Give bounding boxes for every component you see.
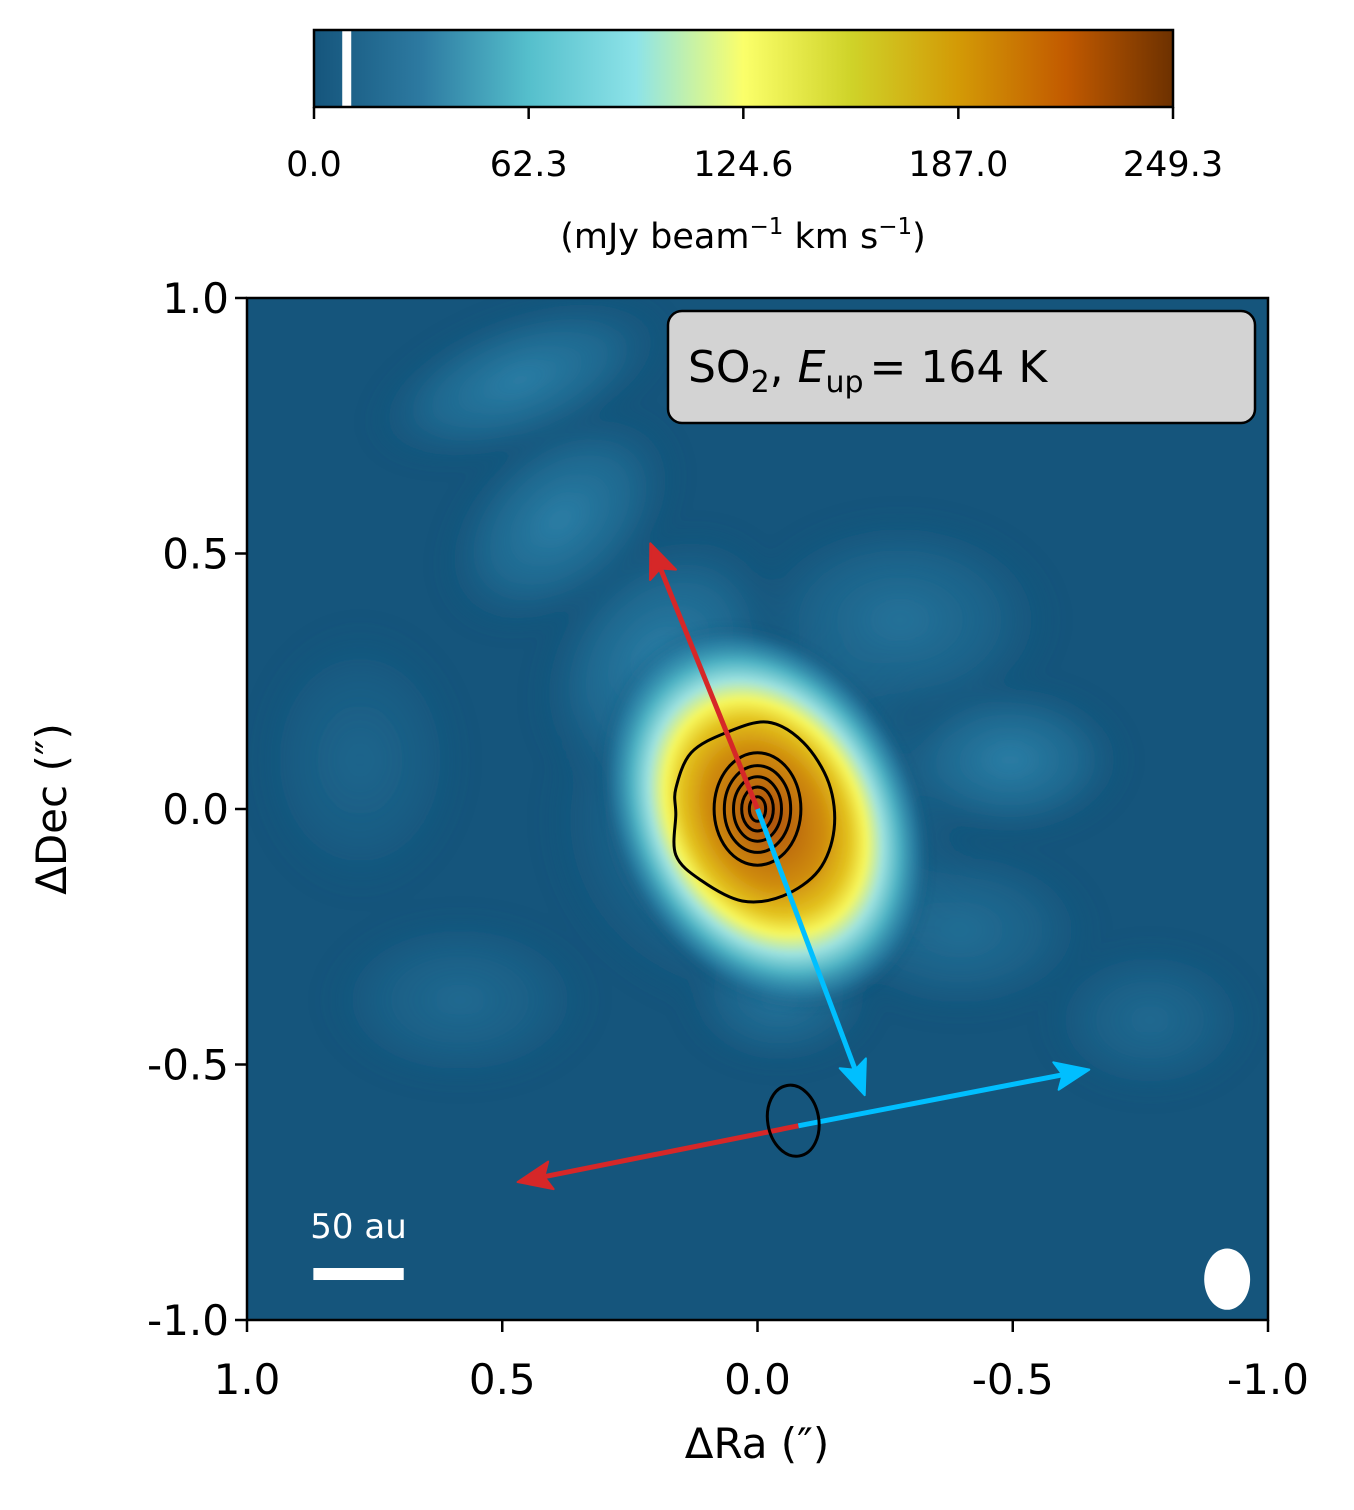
x-tick-label: 1.0 <box>214 1355 281 1404</box>
colorbar-tick-label: 62.3 <box>490 145 568 185</box>
y-tick-label: -0.5 <box>147 1041 229 1090</box>
disk-blue-head <box>1052 1061 1091 1091</box>
colorbar-tick-label: 187.0 <box>908 145 1008 185</box>
scale-bar-line <box>313 1268 404 1281</box>
disk-red-shaft <box>543 1123 799 1180</box>
y-axis-label: ΔDec (″) <box>27 723 76 895</box>
x-axis-ticks: 1.0 0.5 0.0 -0.5 -1.0 <box>214 1320 1309 1404</box>
x-tick-label: 0.5 <box>469 1355 536 1404</box>
contour-level <box>740 785 775 833</box>
outflow-blue-shaft <box>755 808 858 1071</box>
y-tick-label: 0.0 <box>162 785 229 834</box>
outflow-red-shaft <box>658 567 760 810</box>
colorbar-ramp <box>314 30 1173 107</box>
outflow-blue-head <box>838 1057 867 1097</box>
colorbar-ticks: 0.0 62.3 124.6 187.0 249.3 <box>286 107 1223 185</box>
colorbar-tick-label: 249.3 <box>1123 145 1223 185</box>
arrows <box>516 542 1091 1191</box>
disk-red-head <box>516 1160 555 1191</box>
label-box: SO2, Eup = 164 K <box>666 309 1257 425</box>
colorbar-tick-label: 124.6 <box>693 145 793 185</box>
emission-core <box>598 621 933 1013</box>
label-box-frame <box>666 309 1257 425</box>
contour-level <box>732 775 783 843</box>
x-tick-label: 0.0 <box>724 1355 791 1404</box>
outflow-red-arrow <box>649 542 760 810</box>
y-tick-label: 1.0 <box>162 274 229 323</box>
contour-level <box>722 764 793 854</box>
beam-ellipse <box>1204 1248 1251 1310</box>
outflow-blue-arrow <box>755 808 867 1097</box>
y-axis-ticks: 1.0 0.5 0.0 -0.5 -1.0 <box>147 274 247 1345</box>
x-axis-label: ΔRa (″) <box>685 1419 830 1468</box>
contour-level <box>712 751 803 867</box>
source-ellipse <box>765 1083 821 1158</box>
scale-bar: 50 au <box>310 1207 407 1281</box>
disk-red-arrow <box>516 1123 799 1191</box>
disk-blue-shaft <box>797 1072 1064 1129</box>
contour-level <box>672 720 837 904</box>
disk-blue-arrow <box>797 1061 1091 1129</box>
map-panel: 50 au SO2, Eup = 164 K 1.0 0.5 0.0 -0.5 -1.0 … <box>27 274 1309 1468</box>
outflow-red-head <box>649 542 677 582</box>
label-box-text: SO2, Eup = 164 K <box>688 342 1048 400</box>
scale-bar-label: 50 au <box>310 1207 406 1247</box>
colorbar-marker <box>342 30 352 107</box>
y-tick-label: -1.0 <box>147 1296 229 1345</box>
y-tick-label: 0.5 <box>162 530 229 579</box>
x-tick-label: -0.5 <box>972 1355 1054 1404</box>
colorbar: 0.0 62.3 124.6 187.0 249.3 (mJy beam−1 km s−… <box>286 28 1223 257</box>
contour-level <box>747 795 768 823</box>
contours <box>672 720 837 904</box>
colorbar-tick-label: 0.0 <box>286 145 342 185</box>
x-tick-label: -1.0 <box>1227 1355 1309 1404</box>
colorbar-label: (mJy beam−1 km s−1) <box>560 214 926 257</box>
